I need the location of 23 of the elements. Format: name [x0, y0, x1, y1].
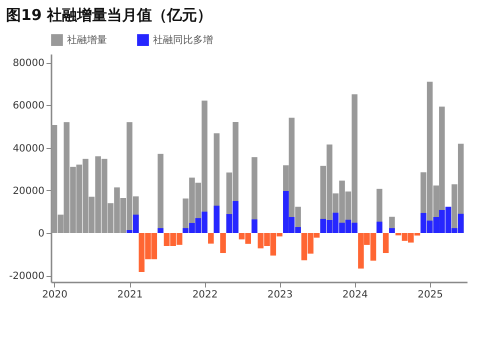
- bar: [208, 232, 214, 244]
- y-tick-label: 60000: [12, 100, 44, 112]
- y-tick-label: -20000: [9, 271, 44, 282]
- bar: [376, 222, 382, 233]
- legend-label: 社融增量: [67, 34, 107, 46]
- chart-title: 图19 社融增量当月值（亿元）: [6, 6, 212, 25]
- x-tick-label: 2020: [42, 290, 68, 300]
- bar: [252, 219, 258, 233]
- bar: [158, 228, 164, 233]
- x-tick-label: 2023: [267, 290, 293, 300]
- y-tick-label: 80000: [12, 58, 44, 70]
- bar: [389, 228, 395, 233]
- bar: [220, 232, 226, 254]
- x-tick-label: 2024: [342, 290, 368, 300]
- x-tick-label: 2022: [192, 290, 218, 300]
- y-tick-label: 0: [38, 228, 44, 240]
- y-tick-label: 20000: [12, 186, 44, 197]
- y-tick-label: 40000: [12, 143, 44, 154]
- bar: [382, 232, 389, 254]
- bar: [214, 206, 220, 233]
- x-tick-label: 2021: [117, 290, 143, 300]
- x-tick-label: 2025: [418, 290, 444, 300]
- legend-label: 社融同比多增: [153, 34, 213, 46]
